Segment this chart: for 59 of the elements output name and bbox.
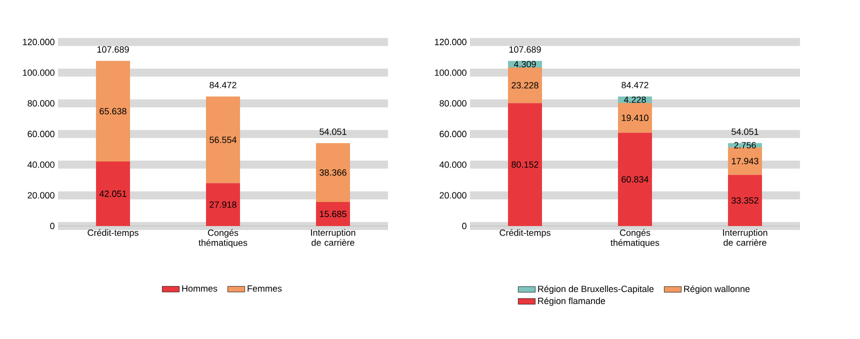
total-label: 107.689	[509, 46, 541, 53]
total-label: 54.051	[732, 128, 758, 135]
legend-label: Région flamande	[538, 297, 606, 306]
total-label: 54.051	[320, 128, 346, 135]
data-label: 33.352	[732, 197, 758, 204]
data-label: 17.943	[732, 158, 758, 164]
data-label: 56.554	[210, 136, 236, 144]
y-tick-label: 0	[462, 222, 466, 230]
y-tick-label: 100.000	[434, 69, 466, 76]
data-label: 4.228	[624, 96, 646, 103]
data-label: 23.228	[512, 82, 538, 88]
x-tick-label: Congés thématiques	[198, 229, 248, 248]
bar	[316, 202, 350, 226]
y-tick-label: 120.000	[434, 38, 466, 46]
data-label: 65.638	[100, 108, 126, 114]
legend-label: Femmes	[248, 285, 282, 292]
y-tick-label: 80.000	[28, 100, 54, 107]
y-tick-label: 80.000	[440, 100, 466, 107]
y-tick-label: 0	[50, 222, 54, 230]
x-tick-label: Interruption de carrière	[723, 229, 768, 246]
total-label: 84.472	[210, 82, 236, 88]
data-label: 80.152	[512, 161, 538, 168]
bar	[618, 102, 652, 133]
total-label: 84.472	[622, 82, 648, 88]
bar	[96, 60, 130, 162]
bar	[728, 143, 762, 148]
bar	[206, 96, 240, 184]
bar	[728, 174, 762, 226]
bar	[508, 103, 542, 226]
data-label: 4.309	[514, 60, 536, 68]
y-tick-label: 40.000	[439, 161, 466, 168]
legend-label: Hommes	[182, 285, 218, 292]
legend-label: Région wallonne	[684, 285, 750, 294]
x-tick-label: Congés thématiques	[610, 229, 660, 248]
y-tick-label: 100.000	[22, 69, 54, 76]
data-label: 19.410	[622, 114, 648, 122]
data-label: 27.918	[210, 201, 236, 208]
data-label: 60.834	[622, 176, 648, 183]
x-tick-label: Interruption de carrière	[311, 229, 356, 246]
y-tick-label: 120.000	[22, 38, 54, 46]
y-tick-label: 40.000	[27, 161, 54, 168]
bar	[206, 183, 240, 226]
legend-label: Région de Bruxelles-Capitale	[538, 285, 654, 294]
data-label: 2.756	[734, 142, 756, 148]
bar	[728, 147, 762, 175]
y-tick-label: 60.000	[28, 130, 54, 138]
data-label: 38.366	[320, 169, 346, 176]
bar	[508, 67, 542, 104]
x-tick-label: Crédit-temps	[500, 229, 550, 238]
y-tick-label: 60.000	[440, 130, 466, 138]
data-label: 42.051	[99, 190, 126, 197]
x-tick-label: Crédit-temps	[88, 229, 138, 238]
bar	[316, 143, 350, 202]
total-label: 107.689	[97, 46, 129, 53]
bar	[96, 162, 130, 226]
y-tick-label: 20.000	[440, 192, 466, 199]
y-tick-label: 20.000	[28, 192, 54, 199]
bar	[618, 132, 652, 226]
data-label: 15.685	[320, 210, 346, 218]
